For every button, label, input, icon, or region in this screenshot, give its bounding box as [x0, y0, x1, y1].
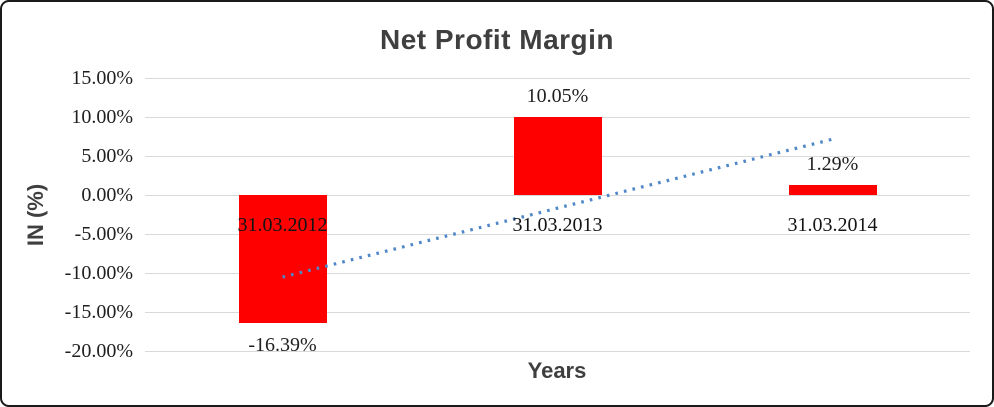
chart-title: Net Profit Margin — [379, 24, 615, 55]
gridline — [145, 350, 970, 352]
y-axis-tick-label: -15.00% — [64, 301, 133, 323]
bar-31.03.2013 — [513, 116, 602, 195]
y-axis-tick-label: -5.00% — [74, 223, 133, 245]
x-axis-title: Years — [527, 358, 587, 383]
data-label: -16.39% — [248, 333, 317, 356]
x-axis-category-label: 31.03.2012 — [237, 214, 328, 236]
y-axis-tick-label: 15.00% — [71, 67, 133, 89]
y-axis-tick-label: -10.00% — [64, 262, 133, 284]
y-axis-tick-label: 0.00% — [81, 184, 133, 206]
y-axis-title: IN (%) — [23, 183, 48, 247]
data-label: 1.29% — [806, 152, 859, 175]
data-label: 10.05% — [526, 84, 589, 107]
bar-31.03.2014 — [788, 184, 877, 195]
gridline — [145, 311, 970, 313]
y-axis-tick-label: -20.00% — [64, 340, 133, 362]
x-axis-category-label: 31.03.2014 — [787, 214, 878, 236]
y-axis-tick-label: 5.00% — [81, 145, 133, 167]
x-axis-category-label: 31.03.2013 — [512, 214, 603, 236]
y-axis-tick-label: 10.00% — [71, 106, 133, 128]
gridline — [145, 77, 970, 79]
